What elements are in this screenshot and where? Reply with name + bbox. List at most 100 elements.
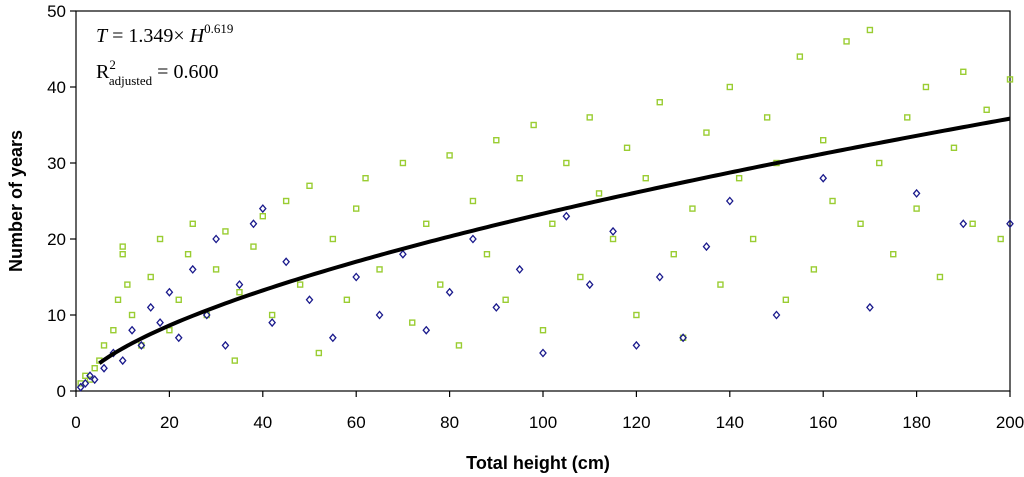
green-square-point (222, 228, 229, 235)
green-square-point (749, 235, 757, 243)
green-square-point (829, 197, 836, 205)
blue-diamond-point (725, 196, 734, 206)
blue-diamond-point (492, 302, 501, 312)
green-square-point (656, 98, 663, 106)
green-square-point (950, 144, 958, 152)
x-axis-title: Total height (cm) (466, 453, 610, 473)
x-tick-label: 160 (809, 413, 837, 432)
blue-diamond-point (445, 287, 454, 297)
green-square-point (469, 197, 477, 205)
r2-annotation: R2 adjusted = 0.600 (96, 57, 218, 88)
blue-diamond-point (655, 272, 664, 282)
blue-diamond-point (679, 333, 687, 343)
green-square-point (539, 327, 547, 334)
x-tick-label: 60 (347, 413, 366, 432)
green-square-point (530, 121, 537, 129)
blue-diamond-point (562, 211, 571, 221)
green-square-point (796, 53, 804, 60)
blue-diamond-point (1006, 219, 1014, 229)
green-square-point (259, 212, 266, 220)
blue-diamond-point (202, 310, 211, 320)
green-square-point (493, 136, 500, 144)
green-square-point (642, 174, 649, 182)
green-square-point (455, 342, 463, 349)
blue-diamond-point (375, 310, 384, 320)
y-tick-label: 0 (57, 382, 66, 401)
green-square-point (147, 273, 154, 281)
green-square-point (609, 235, 617, 243)
blue-diamond-point (81, 378, 90, 388)
green-square-point (703, 129, 710, 136)
green-square-point (735, 174, 743, 182)
green-square-point (353, 205, 360, 212)
blue-diamond-point (585, 280, 594, 290)
blue-diamond-point (469, 234, 477, 244)
green-square-point (595, 190, 603, 197)
blue-diamond-point (282, 257, 291, 267)
y-axis-title: Number of years (6, 130, 26, 272)
green-square-point (329, 235, 337, 243)
blue-diamond-point (146, 302, 155, 312)
blue-diamond-point (90, 375, 99, 385)
x-axis: 0 20 40 60 80 100 120 140 160 180 200 (71, 391, 1024, 432)
blue-diamond-point (128, 325, 136, 335)
blue-diamond-point (819, 173, 828, 183)
green-square-point (268, 311, 276, 319)
blue-diamond-point (702, 242, 711, 252)
green-square-point (904, 114, 911, 121)
blue-diamond-point (772, 310, 781, 320)
blue-diamond-point (328, 333, 337, 343)
blue-diamond-point (221, 340, 230, 350)
green-square-point (623, 144, 631, 152)
blue-diamond-point (118, 356, 127, 366)
blue-diamond-series (76, 173, 1014, 392)
green-square-point (890, 250, 897, 258)
blue-diamond-point (249, 219, 258, 229)
blue-diamond-point (912, 188, 921, 198)
green-square-point (689, 205, 696, 212)
green-square-point (114, 296, 122, 303)
green-square-point (876, 159, 883, 167)
green-square-point (502, 296, 509, 303)
green-square-point (726, 83, 733, 91)
green-square-point (437, 281, 444, 288)
blue-diamond-point (235, 280, 244, 290)
green-square-point (212, 266, 220, 273)
blue-diamond-point (165, 287, 174, 297)
green-square-point (296, 281, 304, 288)
green-square-point (250, 243, 257, 250)
power-fit-curve (98, 116, 1011, 365)
green-square-point (124, 281, 131, 288)
y-axis: 0 10 20 30 40 50 (47, 2, 76, 401)
green-square-point (983, 106, 990, 114)
green-square-point (236, 289, 243, 296)
green-square-point (633, 311, 640, 319)
blue-diamond-point (866, 302, 874, 312)
blue-diamond-point (399, 249, 407, 259)
blue-diamond-point (100, 363, 108, 373)
green-square-point (997, 235, 1004, 243)
blue-diamond-point (174, 333, 183, 343)
green-square-point (810, 266, 818, 273)
x-tick-label: 40 (253, 413, 272, 432)
green-square-point (717, 281, 724, 288)
y-tick-label: 20 (47, 230, 66, 249)
x-tick-label: 200 (996, 413, 1024, 432)
blue-diamond-point (212, 234, 220, 244)
y-tick-label: 10 (47, 306, 66, 325)
green-square-point (820, 136, 827, 144)
x-tick-label: 80 (440, 413, 459, 432)
blue-diamond-point (188, 264, 197, 274)
green-square-point (110, 327, 117, 334)
green-square-point (315, 349, 323, 357)
blue-diamond-point (156, 318, 164, 328)
y-tick-label: 30 (47, 154, 66, 173)
green-square-point (763, 114, 771, 121)
green-square-point (843, 38, 850, 45)
green-square-point (231, 357, 238, 364)
blue-diamond-point (305, 295, 314, 305)
blue-diamond-point (609, 226, 617, 236)
green-square-point (549, 220, 556, 228)
green-square-point (446, 152, 453, 159)
